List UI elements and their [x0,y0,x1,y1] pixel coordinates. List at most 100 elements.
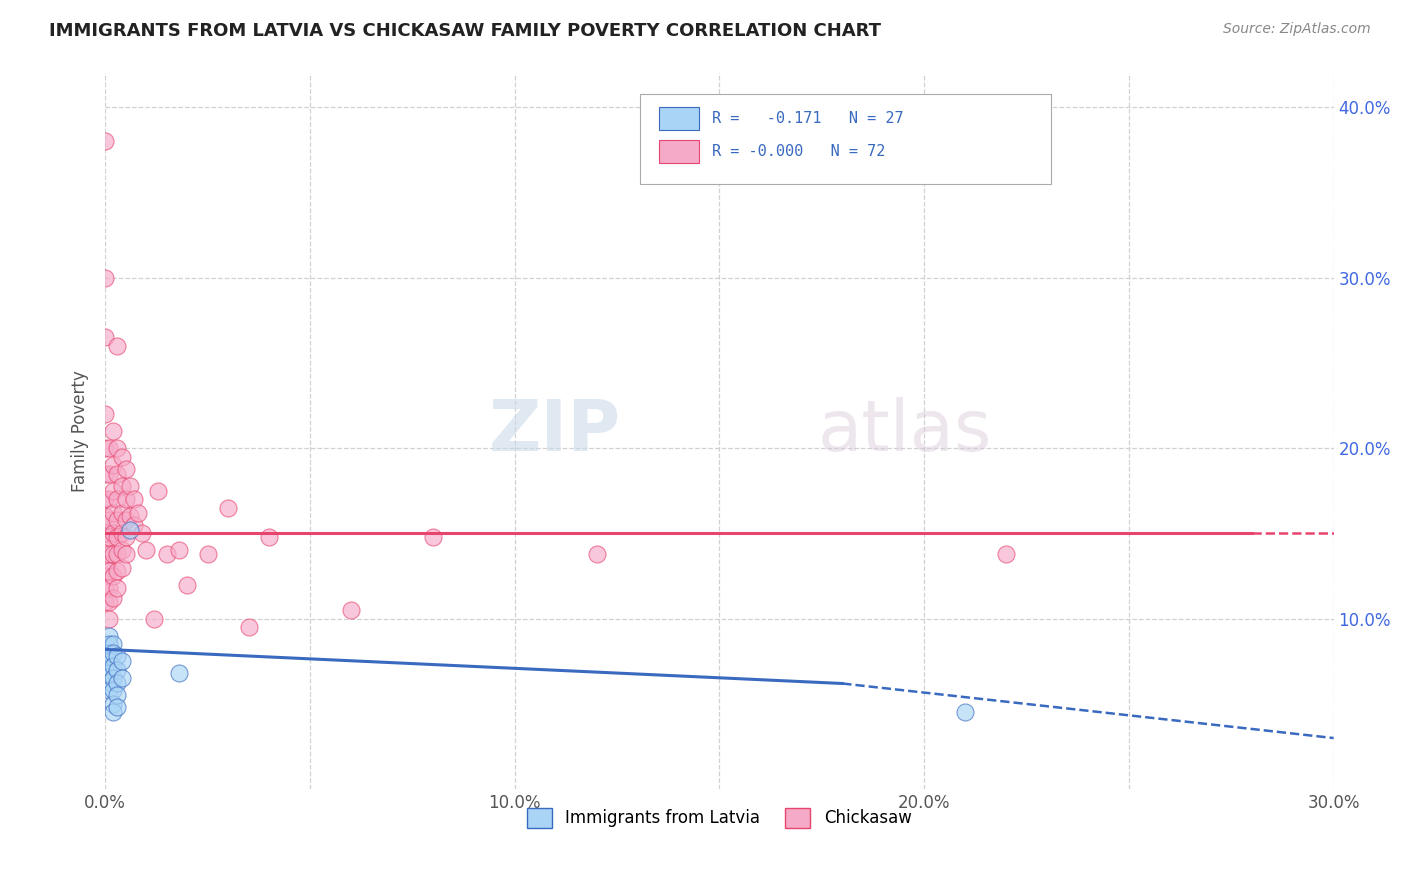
Point [238,620,260,634]
Point [103,646,125,660]
Text: R = -0.000   N = 72: R = -0.000 N = 72 [711,145,886,160]
Point [114,492,136,507]
Point [98,513,121,527]
Point [98,612,121,626]
Point [107,467,129,481]
Point [107,513,129,527]
FancyBboxPatch shape [659,140,699,163]
Point [98,564,121,578]
Point [585,547,607,561]
Point [103,706,125,720]
Point [103,483,125,498]
Point [340,603,363,617]
Point [110,560,132,574]
FancyBboxPatch shape [640,95,1052,184]
Point [94,663,117,677]
Point [94,557,117,571]
Point [94,654,117,668]
Text: R =   -0.171   N = 27: R = -0.171 N = 27 [711,111,904,126]
Point [107,700,129,714]
Point [107,689,129,703]
Point [110,526,132,541]
Point [103,526,125,541]
Point [422,530,444,544]
Point [103,637,125,651]
Point [110,450,132,464]
Point [94,407,117,421]
Point [94,526,117,541]
Point [103,683,125,698]
Point [127,506,149,520]
Point [135,543,157,558]
Point [98,581,121,595]
Point [94,569,117,583]
Point [110,654,132,668]
Point [103,591,125,606]
Point [110,672,132,686]
Point [103,697,125,711]
Point [107,547,129,561]
Point [103,569,125,583]
Point [103,547,125,561]
Point [107,530,129,544]
Point [94,330,117,344]
Point [98,530,121,544]
Text: atlas: atlas [818,397,993,466]
Point [107,676,129,690]
Point [98,666,121,681]
Point [98,441,121,455]
Y-axis label: Family Poverty: Family Poverty [72,370,89,492]
Point [94,594,117,608]
Point [114,461,136,475]
Point [98,629,121,643]
Text: Source: ZipAtlas.com: Source: ZipAtlas.com [1223,22,1371,37]
Point [995,547,1018,561]
Point [98,654,121,668]
Point [107,649,129,664]
Point [953,706,976,720]
Point [98,467,121,481]
Point [257,530,280,544]
Point [103,659,125,673]
Point [103,506,125,520]
Point [110,506,132,520]
Point [107,564,129,578]
Point [118,478,141,492]
Point [107,663,129,677]
Point [94,543,117,558]
Point [156,547,179,561]
Point [98,683,121,698]
Text: IMMIGRANTS FROM LATVIA VS CHICKASAW FAMILY POVERTY CORRELATION CHART: IMMIGRANTS FROM LATVIA VS CHICKASAW FAMI… [49,22,882,40]
Point [122,517,145,532]
Point [114,513,136,527]
Point [197,547,219,561]
Point [103,458,125,473]
FancyBboxPatch shape [659,107,699,129]
Point [143,612,166,626]
Point [98,492,121,507]
Point [107,441,129,455]
Point [176,577,198,591]
Point [148,483,170,498]
Point [110,478,132,492]
Point [131,526,153,541]
Point [94,492,117,507]
Point [107,581,129,595]
Point [118,523,141,537]
Point [94,467,117,481]
Point [107,492,129,507]
Point [94,581,117,595]
Point [94,270,117,285]
Point [98,637,121,651]
Point [167,666,190,681]
Point [98,594,121,608]
Point [118,509,141,524]
Point [103,672,125,686]
Point [167,543,190,558]
Point [110,543,132,558]
Point [94,646,117,660]
Point [122,492,145,507]
Legend: Immigrants from Latvia, Chickasaw: Immigrants from Latvia, Chickasaw [520,801,918,835]
Point [98,674,121,689]
Point [98,646,121,660]
